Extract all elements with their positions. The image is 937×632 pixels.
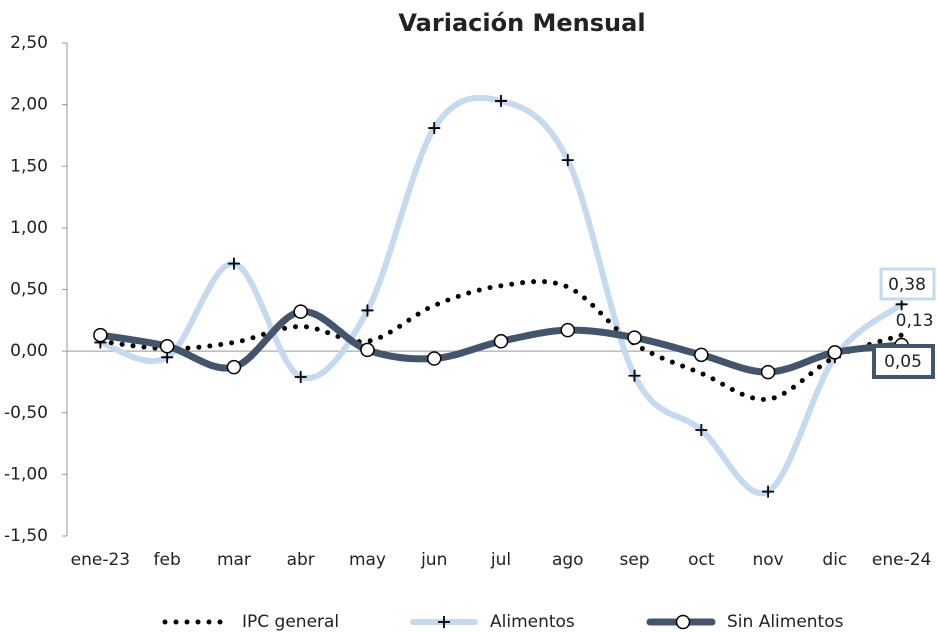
y-tick-label: -1,00 xyxy=(4,464,48,484)
circle-marker xyxy=(560,322,576,338)
legend-label: Sin Alimentos xyxy=(727,612,844,632)
label-box xyxy=(872,344,935,379)
x-tick-label: mar xyxy=(217,550,251,570)
x-tick-label: jul xyxy=(490,550,511,570)
x-tick-label: abr xyxy=(287,550,315,570)
x-tick-label: ago xyxy=(552,550,584,570)
plus-marker xyxy=(695,424,708,437)
legend-plus xyxy=(438,616,450,628)
y-tick-label: -1,50 xyxy=(4,526,48,546)
plus-shape xyxy=(227,257,240,270)
x-tick-label: sep xyxy=(619,550,649,570)
x-tick-label: feb xyxy=(154,550,181,570)
plus-shape xyxy=(428,122,441,135)
circle-marker xyxy=(627,330,642,345)
series-line xyxy=(97,279,905,402)
value-label: 0,13 xyxy=(896,311,934,331)
legend-label: Alimentos xyxy=(490,612,575,632)
circle-marker xyxy=(827,345,843,360)
circle-marker xyxy=(226,359,242,375)
label-box xyxy=(879,267,936,301)
y-tick-label: 0,00 xyxy=(10,341,48,361)
x-tick-label: jun xyxy=(420,550,447,570)
y-tick-label: 1,50 xyxy=(10,156,48,176)
plus-shape xyxy=(361,304,374,317)
circle-marker xyxy=(694,347,709,363)
plus-marker xyxy=(227,257,240,270)
plus-shape xyxy=(628,369,641,382)
plus-shape xyxy=(695,424,708,437)
y-tick-label: 1,00 xyxy=(10,218,48,238)
circle-marker xyxy=(93,327,108,343)
circle-marker xyxy=(159,338,175,354)
circle-marker xyxy=(360,342,375,358)
y-tick-label: 0,50 xyxy=(10,280,48,300)
circle-marker xyxy=(426,351,442,366)
x-tick-label: may xyxy=(349,550,386,570)
plus-marker xyxy=(495,94,507,107)
plus-marker xyxy=(561,154,574,167)
circle-marker xyxy=(760,364,776,380)
legend-circle xyxy=(675,614,691,630)
plus-marker xyxy=(628,369,641,382)
y-tick-label: -0,50 xyxy=(4,403,48,423)
x-tick-label: dic xyxy=(822,550,847,570)
plus-shape xyxy=(495,94,507,107)
legend-item: IPC general xyxy=(162,612,339,632)
value-label: 0,05 xyxy=(884,352,922,372)
x-tick-label: nov xyxy=(752,550,783,570)
plus-marker xyxy=(762,485,775,498)
circle-marker xyxy=(293,304,308,319)
legend-label: IPC general xyxy=(242,612,339,632)
plus-marker xyxy=(428,122,441,135)
x-tick-label: oct xyxy=(688,550,715,570)
series-line xyxy=(97,94,905,497)
plus-marker xyxy=(361,304,374,317)
x-tick-label: ene-24 xyxy=(872,550,931,570)
x-tick-label: ene-23 xyxy=(71,550,130,570)
plus-shape xyxy=(294,371,307,384)
value-label: 0,38 xyxy=(888,275,926,295)
y-tick-label: 2,50 xyxy=(10,33,48,53)
plus-shape xyxy=(762,485,775,498)
chart-title: Variación Mensual xyxy=(398,9,645,37)
plus-marker xyxy=(294,371,307,384)
y-tick-label: 2,00 xyxy=(10,95,48,115)
plus-shape xyxy=(561,154,574,167)
legend-item: Sin Alimentos xyxy=(646,612,844,632)
circle-marker xyxy=(493,334,509,349)
legend-item: Alimentos xyxy=(410,612,575,632)
